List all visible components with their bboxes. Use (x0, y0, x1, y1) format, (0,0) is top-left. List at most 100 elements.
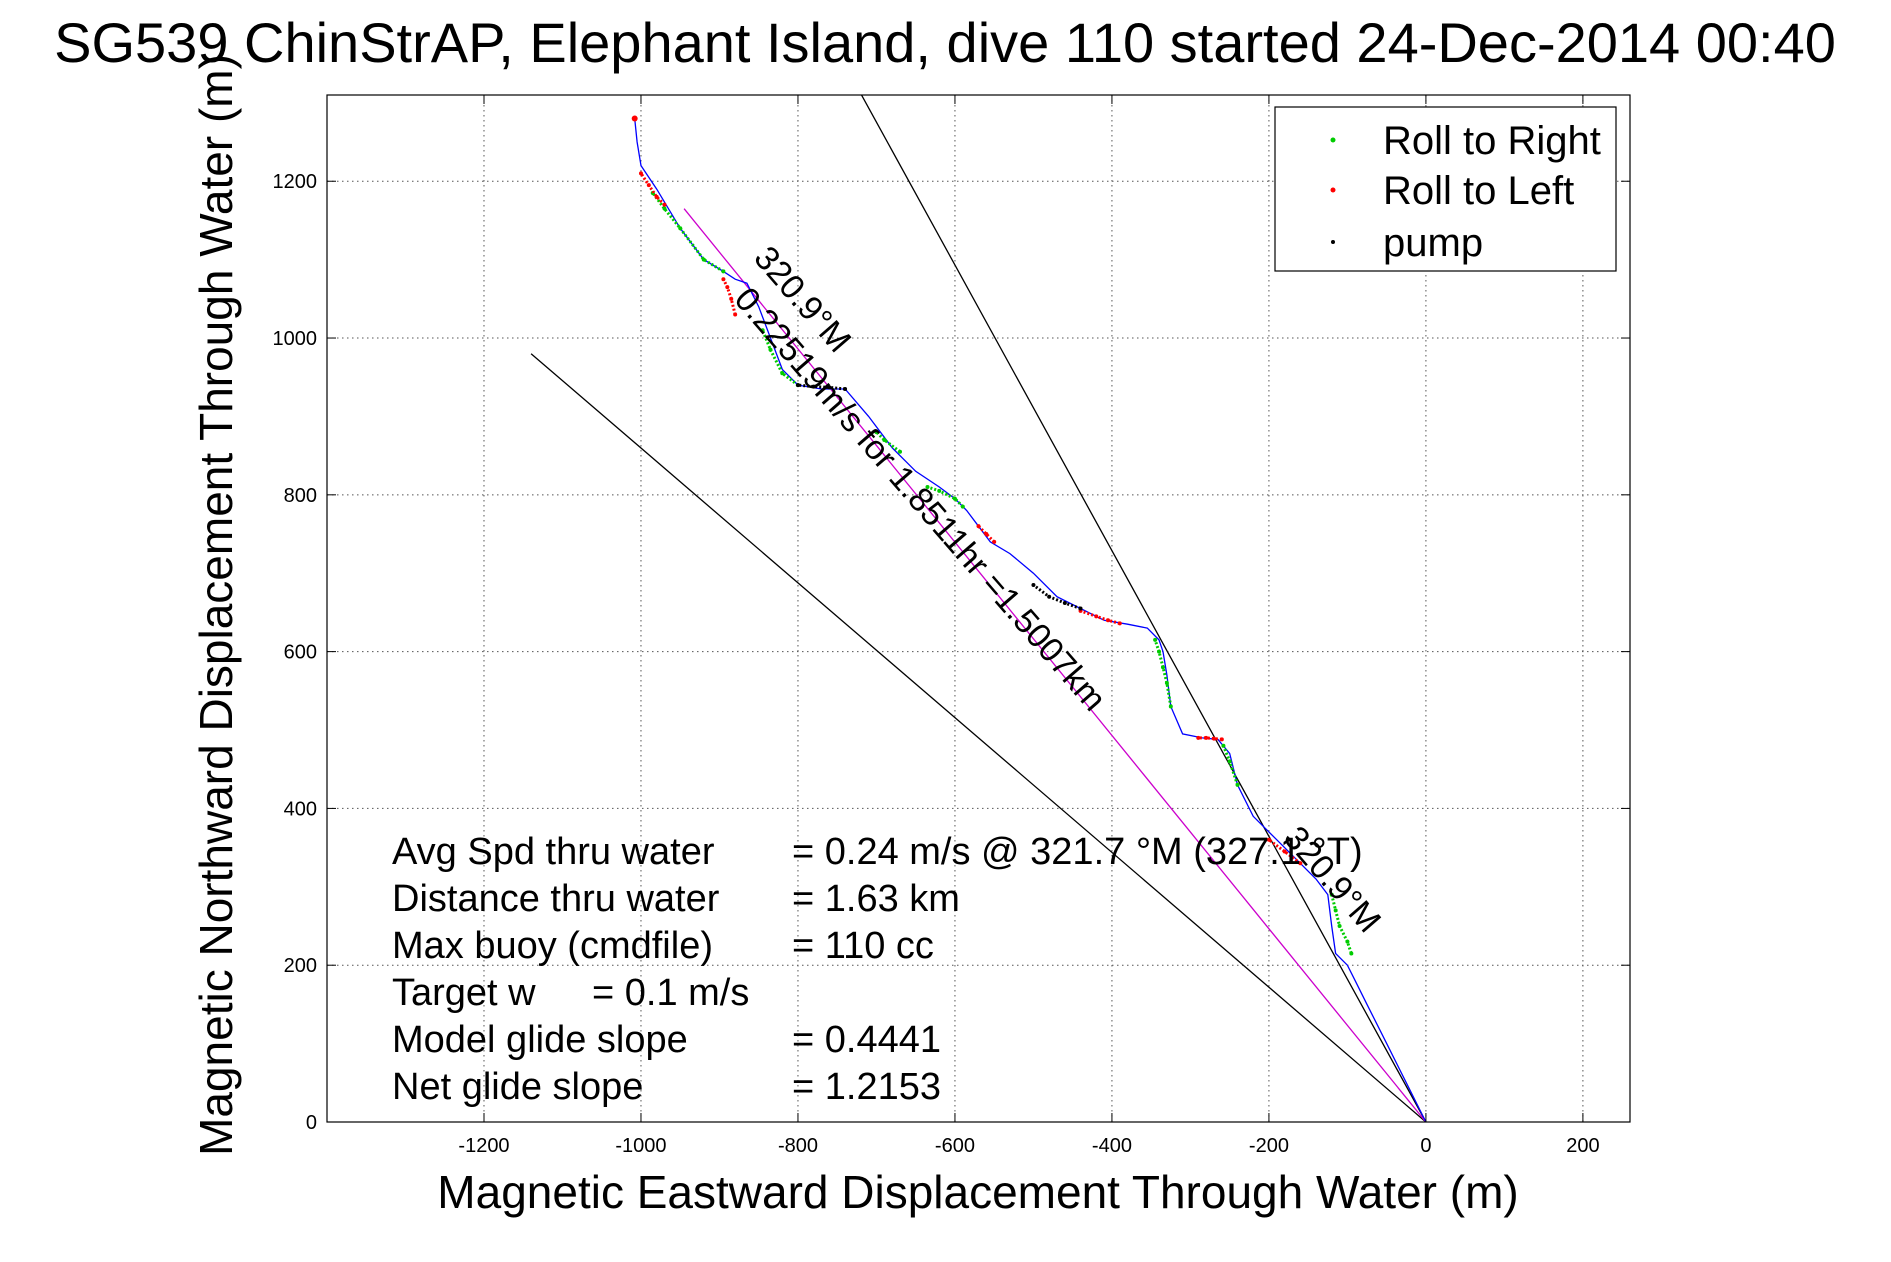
reference-line (683, 208, 1427, 1122)
legend-marker-roll-left (1330, 187, 1336, 193)
legend-label-roll-right: Roll to Right (1383, 119, 1601, 163)
roll-left-segment (1268, 838, 1302, 865)
pump-point (795, 383, 800, 388)
roll-left-point (1204, 735, 1209, 740)
pump-point (1047, 594, 1052, 599)
roll-left-point (721, 277, 726, 282)
roll-right-point (662, 206, 667, 211)
roll-left-point (1282, 849, 1287, 854)
roll-right-point (925, 484, 930, 489)
pump-point (1062, 601, 1067, 606)
x-tick-label: -200 (1249, 1135, 1289, 1157)
roll-left-point (1117, 621, 1122, 626)
roll-left-point (1196, 735, 1201, 740)
y-tick-label: 0 (306, 1112, 317, 1134)
legend-marker-roll-right (1330, 137, 1336, 143)
roll-left-point (1106, 618, 1111, 623)
roll-right-point (1221, 743, 1226, 748)
roll-right-point (874, 430, 879, 435)
track-line (634, 118, 1427, 1122)
roll-right-point (701, 257, 706, 262)
roll-left-point (1094, 614, 1099, 619)
roll-right-point (1227, 759, 1232, 764)
y-axis-label: Magnetic Northward Displacement Through … (190, 54, 242, 1156)
roll-right-point (1153, 637, 1158, 642)
roll-right-segment (927, 485, 964, 508)
y-tick-label: 200 (284, 955, 317, 977)
roll-right-point (1349, 951, 1354, 956)
pump-point (1031, 582, 1036, 587)
roll-right-point (678, 226, 683, 231)
pump-point (811, 384, 816, 389)
roll-left-point (984, 532, 989, 537)
reference-line (860, 95, 1427, 1122)
x-axis-label: Magnetic Eastward Displacement Through W… (437, 1166, 1518, 1218)
roll-right-point (952, 496, 957, 501)
stat-label-distance: Distance thru water (392, 878, 720, 920)
roll-left-segment (722, 278, 737, 315)
reference-lines (530, 95, 1427, 1122)
y-tick-label: 1200 (273, 171, 318, 193)
pump-segment (1032, 583, 1081, 610)
roll-left-point (729, 296, 734, 301)
legend-marker-pump (1331, 240, 1335, 244)
pump-point (827, 385, 832, 390)
stat-label-max-buoy: Max buoy (cmdfile) (392, 925, 713, 967)
roll-left-point (1219, 737, 1224, 742)
roll-right-point (1235, 782, 1240, 787)
roll-left-point (646, 183, 651, 188)
stat-label-target-w: Target w (392, 972, 536, 1014)
roll-left-point (725, 285, 730, 290)
x-tick-label: -1000 (615, 1135, 666, 1157)
roll-right-point (1164, 680, 1169, 685)
roll-right-point (1329, 892, 1334, 897)
reference-line (530, 353, 1427, 1122)
roll-right-segment (761, 329, 799, 387)
legend-label-pump: pump (1383, 221, 1483, 265)
roll-right-point (960, 504, 965, 509)
x-tick-label: -400 (1092, 1135, 1132, 1157)
y-tick-label: 600 (284, 642, 317, 664)
stat-label-net-glide: Net glide slope (392, 1066, 643, 1108)
roll-right-point (1337, 924, 1342, 929)
roll-left-point (1298, 861, 1303, 866)
dive-stats: Avg Spd thru water = 0.24 m/s @ 321.7 °M… (392, 831, 1363, 1108)
stat-value-net-glide: = 1.2153 (792, 1066, 941, 1108)
roll-left-segment (639, 172, 666, 206)
roll-left-point (976, 524, 981, 529)
legend-label-roll-left: Roll to Left (1383, 169, 1574, 213)
stat-value-model-glide: = 0.4441 (792, 1019, 941, 1061)
pump-point (843, 386, 848, 391)
roll-left-point (733, 312, 738, 317)
x-tick-label: 0 (1420, 1135, 1431, 1157)
stat-value-avg-speed: = 0.24 m/s @ 321.7 °M (327.1 °T) (792, 831, 1363, 873)
roll-left-point (992, 539, 997, 544)
axis-ticks: -1200 -1000 -800 -600 -400 -200 0 200 0 200 400 600… (273, 95, 1630, 1157)
roll-left-segment (1080, 609, 1121, 625)
chart-title: SG539 ChinStrAP, Elephant Island, dive 1… (54, 11, 1836, 74)
roll-right-point (882, 437, 887, 442)
roll-left-point (638, 171, 643, 176)
roll-right-segment (1153, 639, 1173, 707)
y-tick-label: 800 (284, 485, 317, 507)
x-tick-label: -800 (778, 1135, 818, 1157)
y-tick-label: 1000 (273, 328, 318, 350)
roll-right-point (1333, 908, 1338, 913)
roll-right-segment (651, 192, 725, 273)
roll-right-point (898, 449, 903, 454)
roll-left-point (662, 202, 667, 207)
roll-left-point (1211, 736, 1216, 741)
plot-frame (326, 94, 1631, 1123)
x-tick-label: 200 (1566, 1135, 1599, 1157)
track-end-point (631, 115, 638, 122)
x-tick-label: -1200 (458, 1135, 509, 1157)
pump-point (1078, 606, 1083, 611)
roll-right-point (768, 347, 773, 352)
stat-label-model-glide: Model glide slope (392, 1019, 688, 1061)
x-tick-label: -600 (935, 1135, 975, 1157)
roll-right-point (760, 328, 765, 333)
y-tick-label: 400 (284, 798, 317, 820)
roll-right-point (1345, 939, 1350, 944)
glider-track (631, 115, 1427, 1122)
